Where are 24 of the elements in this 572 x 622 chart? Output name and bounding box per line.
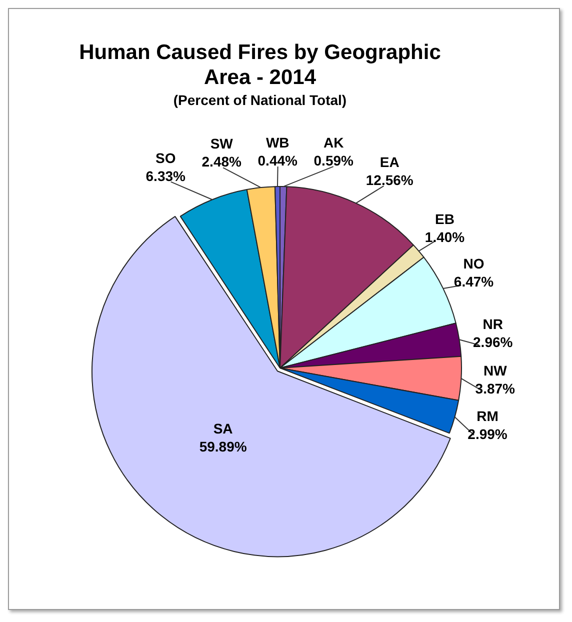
slice-label: NR [482, 316, 503, 332]
data-label: 6.33% [146, 168, 186, 184]
chart-subtitle: (Percent of National Total) [172, 92, 348, 108]
data-label: 0.59% [314, 152, 354, 168]
chart-title: Human Caused Fires by Geographic Area - 2014 [78, 40, 442, 90]
slice-label: NO [463, 256, 484, 272]
data-label: 2.48% [202, 154, 242, 170]
slice-label: AK [323, 134, 344, 150]
data-label: 6.47% [454, 274, 494, 290]
data-label: 0.44% [258, 152, 298, 168]
slice-label: SW [210, 136, 234, 152]
slice-label: SA [213, 420, 233, 437]
data-label: 1.40% [424, 228, 466, 245]
slice-label: EB [435, 210, 454, 227]
slice-label: WB [266, 134, 290, 150]
data-label: 2.96% [473, 334, 514, 350]
slice-label: RM [476, 408, 498, 424]
data-label: 2.99% [468, 426, 508, 442]
slice-label: EA [380, 154, 400, 170]
slice-label: SO [155, 150, 176, 166]
data-label: 3.87% [475, 380, 516, 396]
data-label: 59.89% [199, 438, 248, 455]
data-label: 12.56% [366, 172, 414, 188]
slice-label: NW [483, 362, 508, 378]
